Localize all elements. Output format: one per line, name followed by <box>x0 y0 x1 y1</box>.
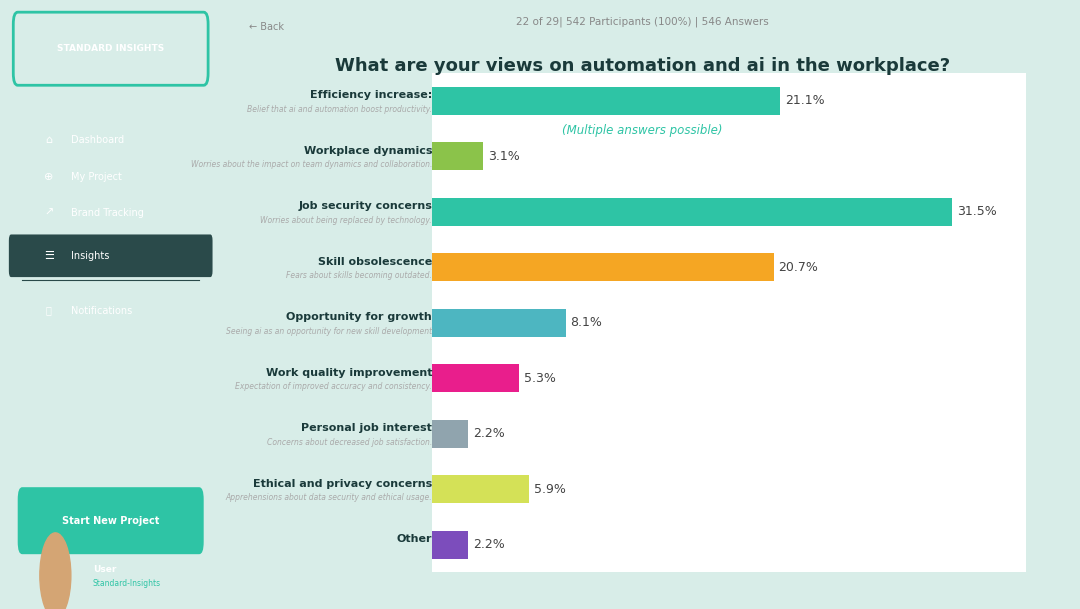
Text: Work quality improvement: Work quality improvement <box>266 368 432 378</box>
Text: Efficiency increase:: Efficiency increase: <box>310 90 432 100</box>
Text: My Project: My Project <box>71 172 122 181</box>
Bar <box>432 476 529 503</box>
Bar <box>432 531 469 558</box>
Bar <box>432 198 951 226</box>
Text: Personal job interest: Personal job interest <box>301 423 432 433</box>
Text: 2.2%: 2.2% <box>473 428 505 440</box>
Text: 🔔: 🔔 <box>45 306 52 315</box>
Bar <box>432 309 566 337</box>
Text: 2.2%: 2.2% <box>473 538 505 551</box>
FancyBboxPatch shape <box>17 487 204 554</box>
Text: 8.1%: 8.1% <box>570 316 603 329</box>
Bar <box>432 143 483 170</box>
Text: Worries about the impact on team dynamics and collaboration.: Worries about the impact on team dynamic… <box>191 160 432 169</box>
Text: Concerns about decreased job satisfaction.: Concerns about decreased job satisfactio… <box>267 437 432 446</box>
Text: 22 of 29| 542 Participants (100%) | 546 Answers: 22 of 29| 542 Participants (100%) | 546 … <box>516 16 769 27</box>
Text: Brand Tracking: Brand Tracking <box>71 208 144 218</box>
Text: ⌂: ⌂ <box>45 135 52 145</box>
Text: Standard-Insights: Standard-Insights <box>93 579 161 588</box>
Text: Workplace dynamics: Workplace dynamics <box>303 146 432 156</box>
Text: Insights: Insights <box>71 251 109 261</box>
Text: 21.1%: 21.1% <box>785 94 825 107</box>
Text: 5.9%: 5.9% <box>535 483 566 496</box>
Text: Expectation of improved accuracy and consistency.: Expectation of improved accuracy and con… <box>235 382 432 391</box>
Text: 31.5%: 31.5% <box>957 205 997 218</box>
FancyBboxPatch shape <box>9 234 213 277</box>
Bar <box>432 253 773 281</box>
Text: Job security concerns: Job security concerns <box>298 201 432 211</box>
Text: What are your views on automation and ai in the workplace?: What are your views on automation and ai… <box>335 57 950 75</box>
Text: Seeing ai as an opportunity for new skill development: Seeing ai as an opportunity for new skil… <box>226 326 432 336</box>
Text: (Multiple answers possible): (Multiple answers possible) <box>563 124 723 137</box>
Text: Worries about being replaced by technology.: Worries about being replaced by technolo… <box>260 216 432 225</box>
Text: Notifications: Notifications <box>71 306 132 315</box>
Text: Dashboard: Dashboard <box>71 135 124 145</box>
Text: 3.1%: 3.1% <box>488 150 519 163</box>
Text: Skill obsolescence: Skill obsolescence <box>318 257 432 267</box>
Text: Belief that ai and automation boost productivity.: Belief that ai and automation boost prod… <box>247 105 432 114</box>
Bar <box>432 87 780 114</box>
Text: STANDARD INSIGHTS: STANDARD INSIGHTS <box>57 44 164 52</box>
Bar <box>432 420 469 448</box>
Text: User: User <box>93 565 117 574</box>
Bar <box>432 364 519 392</box>
Text: ⊕: ⊕ <box>44 172 53 181</box>
Text: 20.7%: 20.7% <box>779 261 819 274</box>
Text: ☰: ☰ <box>43 251 54 261</box>
Text: Fears about skills becoming outdated.: Fears about skills becoming outdated. <box>286 271 432 280</box>
Text: Ethical and privacy concerns: Ethical and privacy concerns <box>253 479 432 488</box>
Text: ← Back: ← Back <box>248 22 284 32</box>
Text: Other: Other <box>396 534 432 544</box>
Text: Start New Project: Start New Project <box>62 516 160 526</box>
Text: Opportunity for growth: Opportunity for growth <box>286 312 432 322</box>
Text: ↗: ↗ <box>44 208 53 218</box>
Text: Apprehensions about data security and ethical usage.: Apprehensions about data security and et… <box>226 493 432 502</box>
Circle shape <box>40 533 71 609</box>
Text: 5.3%: 5.3% <box>525 371 556 385</box>
